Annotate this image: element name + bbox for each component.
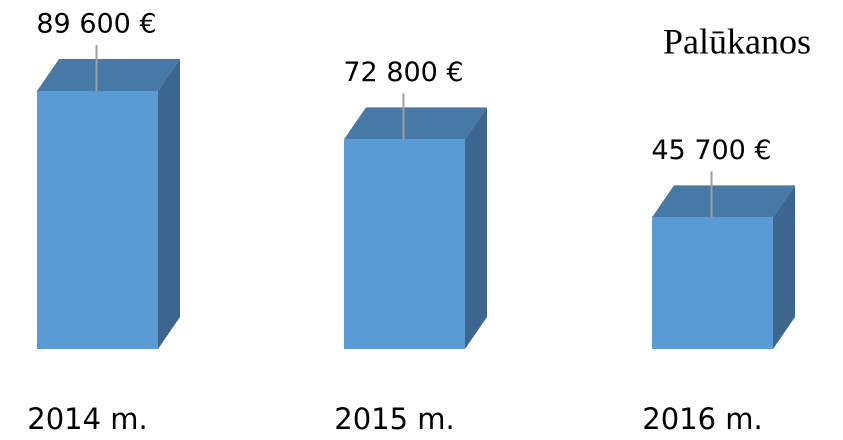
bar-top xyxy=(344,107,487,140)
chart-title: Palūkanos xyxy=(663,21,811,61)
bar-top xyxy=(37,59,180,91)
bar-top xyxy=(652,185,795,218)
value-label: 45 700 € xyxy=(651,135,771,166)
bar-side xyxy=(465,107,487,349)
bar-front xyxy=(344,139,465,349)
x-tick-label: 2016 m. xyxy=(642,402,763,436)
x-tick-label: 2014 m. xyxy=(27,402,148,436)
bar-side xyxy=(773,185,795,349)
value-label: 72 800 € xyxy=(343,57,463,88)
bar-front xyxy=(37,91,158,349)
bar-front xyxy=(652,217,773,349)
value-label: 89 600 € xyxy=(36,9,156,40)
x-tick-label: 2015 m. xyxy=(334,402,455,436)
bar-side xyxy=(158,59,180,349)
